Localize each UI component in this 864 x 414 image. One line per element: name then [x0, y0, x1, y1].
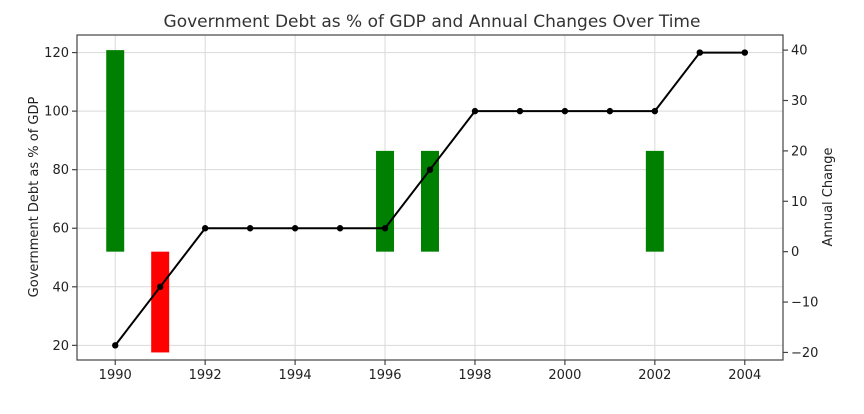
- data-point: [651, 107, 659, 115]
- x-tick-label: 1998: [458, 368, 491, 383]
- grid: [77, 35, 783, 360]
- data-point: [336, 225, 344, 232]
- data-point: [741, 49, 748, 56]
- plot-frame: [76, 34, 784, 361]
- y-left-tick-label: 120: [44, 46, 69, 61]
- data-point: [561, 107, 569, 115]
- data-point: [201, 225, 209, 232]
- y-right-tick-label: 0: [791, 245, 799, 260]
- data-point: [291, 225, 299, 232]
- data-point: [381, 225, 389, 232]
- chart-title: Government Debt as % of GDP and Annual C…: [164, 12, 701, 32]
- y-left-tick-label: 60: [52, 222, 69, 237]
- y-right-tick-label: −20: [791, 346, 818, 361]
- y-left-tick-label: 100: [44, 105, 69, 120]
- y-left-tick-label: 20: [52, 339, 69, 354]
- x-tick-label: 1990: [99, 368, 132, 383]
- y-right-tick-label: 40: [791, 44, 808, 59]
- x-tick-label: 1992: [189, 368, 222, 383]
- x-tick-label: 2004: [728, 368, 761, 383]
- bar: [106, 50, 125, 252]
- x-tick-label: 2002: [638, 368, 671, 383]
- data-point: [606, 107, 614, 115]
- data-point: [246, 225, 254, 232]
- x-tick-label: 1996: [368, 368, 401, 383]
- x-tick-label: 1994: [279, 368, 312, 383]
- right-axis-label: Annual Change: [821, 147, 836, 246]
- bar-series: [106, 50, 664, 353]
- data-point: [156, 283, 164, 291]
- data-point: [112, 342, 119, 349]
- data-point: [426, 166, 434, 173]
- y-right-tick-label: −10: [791, 296, 818, 311]
- bar: [421, 150, 439, 252]
- bar: [645, 150, 664, 252]
- line-series: [112, 49, 748, 349]
- y-right-tick-label: 30: [791, 94, 808, 109]
- y-right-tick-label: 20: [791, 144, 808, 159]
- y-right-tick-label: 10: [791, 195, 808, 210]
- bar: [151, 251, 170, 353]
- left-axis-label: Government Debt as % of GDP: [27, 97, 42, 298]
- data-point: [516, 107, 524, 115]
- x-tick-label: 2000: [548, 368, 581, 383]
- y-left-tick-label: 80: [52, 163, 69, 178]
- bar: [376, 150, 395, 252]
- data-point: [696, 49, 704, 56]
- y-left-tick-label: 40: [52, 280, 69, 295]
- data-point: [471, 107, 479, 115]
- axes: 1990 1992 1994 1996 1998 2000 2002 2004 20 40 60 80…: [44, 34, 818, 383]
